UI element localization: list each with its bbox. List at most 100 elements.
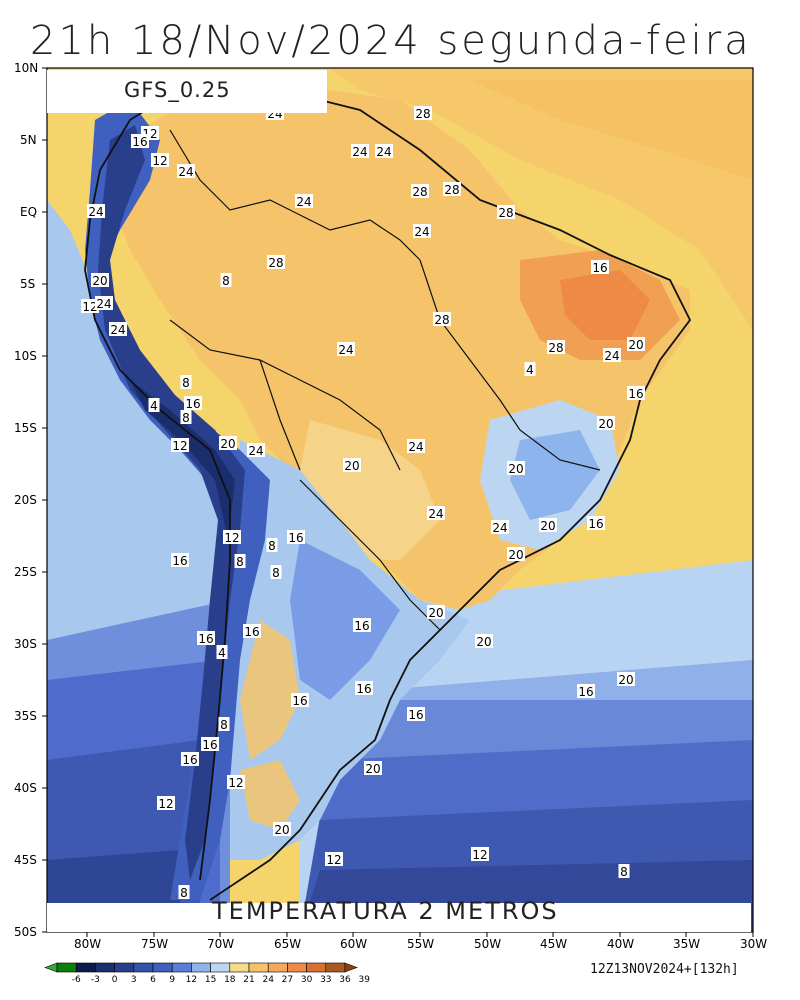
map-title: 21h 18/Nov/2024 segunda-feira <box>30 18 752 64</box>
contour-label-bg <box>507 547 525 561</box>
contour-label: 8 <box>620 865 628 879</box>
contour-label-bg <box>287 530 305 544</box>
lon-label: 40W <box>607 937 634 951</box>
lat-label: 5S <box>20 277 35 291</box>
contour-label-bg <box>443 182 461 196</box>
contour-label-bg <box>618 864 630 878</box>
colorbar: -6 -3 0 3 6 9 12 15 18 21 24 27 30 33 36 39 <box>44 962 370 985</box>
contour-label-bg <box>177 164 195 178</box>
contour-label: 24 <box>178 165 193 179</box>
colorbar-segment <box>152 962 173 973</box>
contour-label-bg <box>219 436 237 450</box>
contour-label-bg <box>491 520 509 534</box>
contour-label-bg <box>364 761 382 775</box>
colorbar-tick-label: 9 <box>169 975 175 985</box>
lat-label: 40S <box>14 781 37 795</box>
contour-label: 24 <box>604 349 619 363</box>
contour-label-bg <box>273 822 291 836</box>
contour-label-bg <box>218 717 230 731</box>
contour-label: 20 <box>476 635 491 649</box>
contour-label-bg <box>234 554 246 568</box>
contour-label-bg <box>201 737 219 751</box>
colorbar-tick-label: -6 <box>72 975 81 985</box>
contour-label: 12 <box>158 797 173 811</box>
lat-label: 10S <box>14 349 37 363</box>
colorbar-tick-label: 36 <box>339 975 351 985</box>
contour-label-bg <box>411 184 429 198</box>
contour-label: 28 <box>548 341 563 355</box>
lat-label: 50S <box>14 925 37 939</box>
colorbar-tick-label: 33 <box>320 975 331 985</box>
colorbar-segment <box>325 962 346 973</box>
lon-label: 55W <box>407 937 434 951</box>
contour-label-bg <box>223 530 241 544</box>
contour-label: 12 <box>82 300 97 314</box>
colorbar-segment <box>114 962 135 973</box>
variable-label: TEMPERATURA 2 METROS <box>212 897 559 925</box>
latitude-axis: 10N 5N EQ 5S 10S 15S 20S 25S 30S 35S 40S… <box>14 61 47 939</box>
contour-label: 8 <box>236 555 244 569</box>
contour-label: 16 <box>185 397 200 411</box>
colorbar-segment <box>210 962 231 973</box>
contour-label: 8 <box>222 274 230 288</box>
contour-label: 12 <box>152 154 167 168</box>
lon-label: 50W <box>474 937 501 951</box>
temperature-field <box>47 68 753 932</box>
contour-label-bg <box>180 375 192 389</box>
contour-label-bg <box>475 634 493 648</box>
contour-label: 24 <box>96 297 111 311</box>
lon-label: 80W <box>74 937 101 951</box>
contour-label-bg <box>295 194 313 208</box>
contour-label-bg <box>95 296 113 310</box>
contour-label: 16 <box>244 625 259 639</box>
contour-label-bg <box>243 624 261 638</box>
contour-label-bg <box>291 693 309 707</box>
run-label: 12Z13NOV2024+[132h] <box>590 962 739 977</box>
lat-label: EQ <box>20 205 37 219</box>
colorbar-segment <box>229 962 250 973</box>
contour-label: 8 <box>272 566 280 580</box>
contour-label-bg <box>81 299 99 313</box>
lon-label: 75W <box>141 937 168 951</box>
contour-label: 20 <box>274 823 289 837</box>
contour-label-bg <box>524 362 536 376</box>
lat-label: 35S <box>14 709 37 723</box>
contour-label-bg <box>266 538 278 552</box>
colorbar-tick-label: 3 <box>131 975 137 985</box>
contour-label-bg <box>91 273 109 287</box>
lat-label: 20S <box>14 493 37 507</box>
colorbar-tick-label: 39 <box>358 975 370 985</box>
contour-label: 16 <box>578 685 593 699</box>
contour-label-bg <box>627 337 645 351</box>
lat-label: 15S <box>14 421 37 435</box>
lat-label: 10N <box>14 61 38 75</box>
variable-label-box <box>47 903 751 932</box>
contour-label-bg <box>375 144 393 158</box>
contour-label-bg <box>337 342 355 356</box>
colorbar-tick-label: 0 <box>112 975 118 985</box>
contour-label: 24 <box>338 343 353 357</box>
colorbar-segment <box>191 962 211 973</box>
colorbar-segment <box>248 962 269 973</box>
contour-label: 20 <box>540 519 555 533</box>
contour-label: 16 <box>592 261 607 275</box>
contour-label: 16 <box>198 632 213 646</box>
contour-label-bg <box>180 410 192 424</box>
contour-label: 20 <box>344 459 359 473</box>
contour-label-bg <box>131 134 149 148</box>
model-label: GFS_0.25 <box>124 78 231 102</box>
colorbar-tick-label: 27 <box>282 975 293 985</box>
contour-label: 24 <box>492 521 507 535</box>
colorbar-tick-label: 6 <box>150 975 156 985</box>
contour-label-bg <box>151 153 169 167</box>
colorbar-tick-label: -3 <box>91 975 100 985</box>
contour-label-bg <box>355 681 373 695</box>
contour-label: 28 <box>434 313 449 327</box>
contour-label: 16 <box>288 531 303 545</box>
contour-label: 20 <box>598 417 613 431</box>
contour-label-bg <box>171 553 189 567</box>
contour-label: 8 <box>182 411 190 425</box>
contour-label-bg <box>267 255 285 269</box>
colorbar-segment <box>306 962 327 973</box>
contour-label-bg <box>353 618 371 632</box>
